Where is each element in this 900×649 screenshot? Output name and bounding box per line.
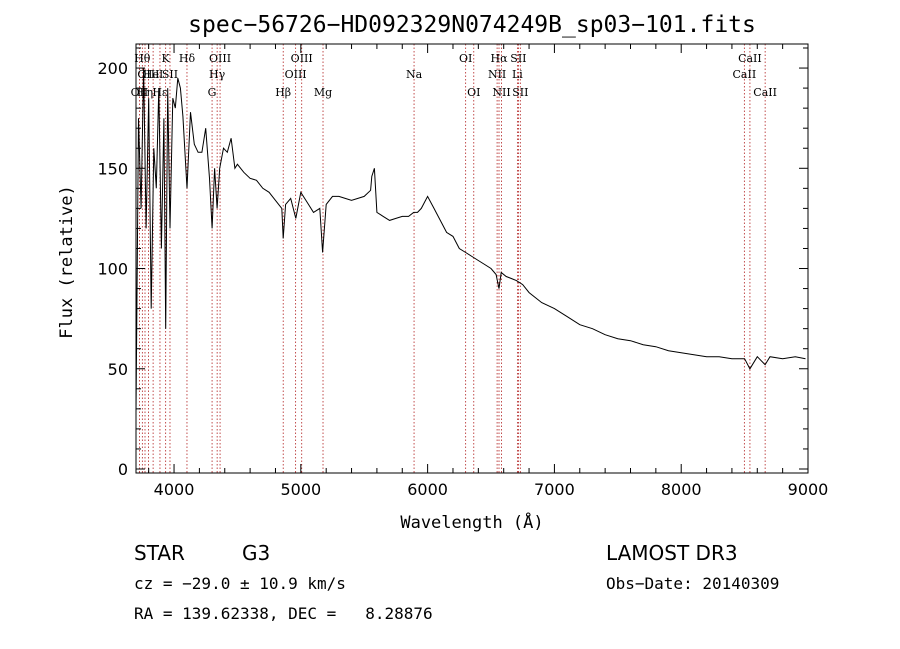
line-label: OIII <box>285 68 307 81</box>
object-class: STAR <box>134 541 185 565</box>
x-tick-label: 7000 <box>534 480 575 499</box>
line-label: Hη <box>137 86 153 99</box>
line-label: OI <box>459 52 472 65</box>
spectrum-line <box>135 68 806 413</box>
line-label: Hε <box>152 86 168 99</box>
line-label: Hγ <box>209 68 226 81</box>
line-label: OIII <box>291 52 313 65</box>
x-axis-ticks: 4000 5000 6000 7000 8000 9000 <box>148 44 829 499</box>
line-label: NII <box>488 68 506 81</box>
line-markers <box>139 44 766 473</box>
line-labels: OIIHθHηOIIIHeIHεKSIIHδGHγOIIIHβOIIIOIIIM… <box>131 52 777 99</box>
chart-title: spec−56726−HD092329N074249B_sp03−101.fit… <box>188 12 756 38</box>
x-tick-label: 8000 <box>661 480 702 499</box>
x-tick-label: 6000 <box>407 480 448 499</box>
y-axis-ticks: 0 50 100 150 200 <box>97 47 808 479</box>
line-label: Hα <box>490 52 508 65</box>
line-label: CaII <box>733 68 757 81</box>
obs-date: Obs−Date: 20140309 <box>606 574 779 593</box>
x-tick-label: 4000 <box>154 480 195 499</box>
line-label: OI <box>467 86 480 99</box>
y-tick-label: 50 <box>108 360 128 379</box>
line-label: SII <box>510 52 526 65</box>
line-label: Hδ <box>179 52 196 65</box>
y-tick-label: 0 <box>118 460 128 479</box>
redshift-cz: cz = −29.0 ± 10.9 km/s <box>134 574 346 593</box>
line-label: Na <box>406 68 423 81</box>
x-axis-label: Wavelength (Å) <box>400 511 543 533</box>
y-tick-label: 200 <box>97 59 128 78</box>
line-label: SII <box>512 86 528 99</box>
line-label: SII <box>162 68 178 81</box>
line-label: CaII <box>738 52 762 65</box>
coordinates: RA = 139.62338, DEC = 8.28876 <box>134 604 433 623</box>
survey-name: LAMOST DR3 <box>606 541 738 565</box>
x-tick-label: 9000 <box>788 480 829 499</box>
line-label: K <box>162 52 171 65</box>
x-tick-label: 5000 <box>280 480 321 499</box>
y-tick-label: 100 <box>97 260 128 279</box>
object-subclass: G3 <box>242 541 270 565</box>
line-label: Mg <box>314 86 332 99</box>
line-label: OIII <box>209 52 231 65</box>
y-tick-label: 150 <box>97 159 128 178</box>
line-label: Li <box>512 68 523 81</box>
line-label: NII <box>492 86 510 99</box>
line-label: Hθ <box>134 52 151 65</box>
line-label: G <box>208 86 217 99</box>
y-axis-label: Flux (relative) <box>57 185 77 339</box>
line-label: HeI <box>143 68 163 81</box>
line-label: OIII <box>137 68 159 81</box>
line-label: Hβ <box>275 86 291 99</box>
plot-frame <box>135 43 809 474</box>
line-label: CaII <box>753 86 777 99</box>
